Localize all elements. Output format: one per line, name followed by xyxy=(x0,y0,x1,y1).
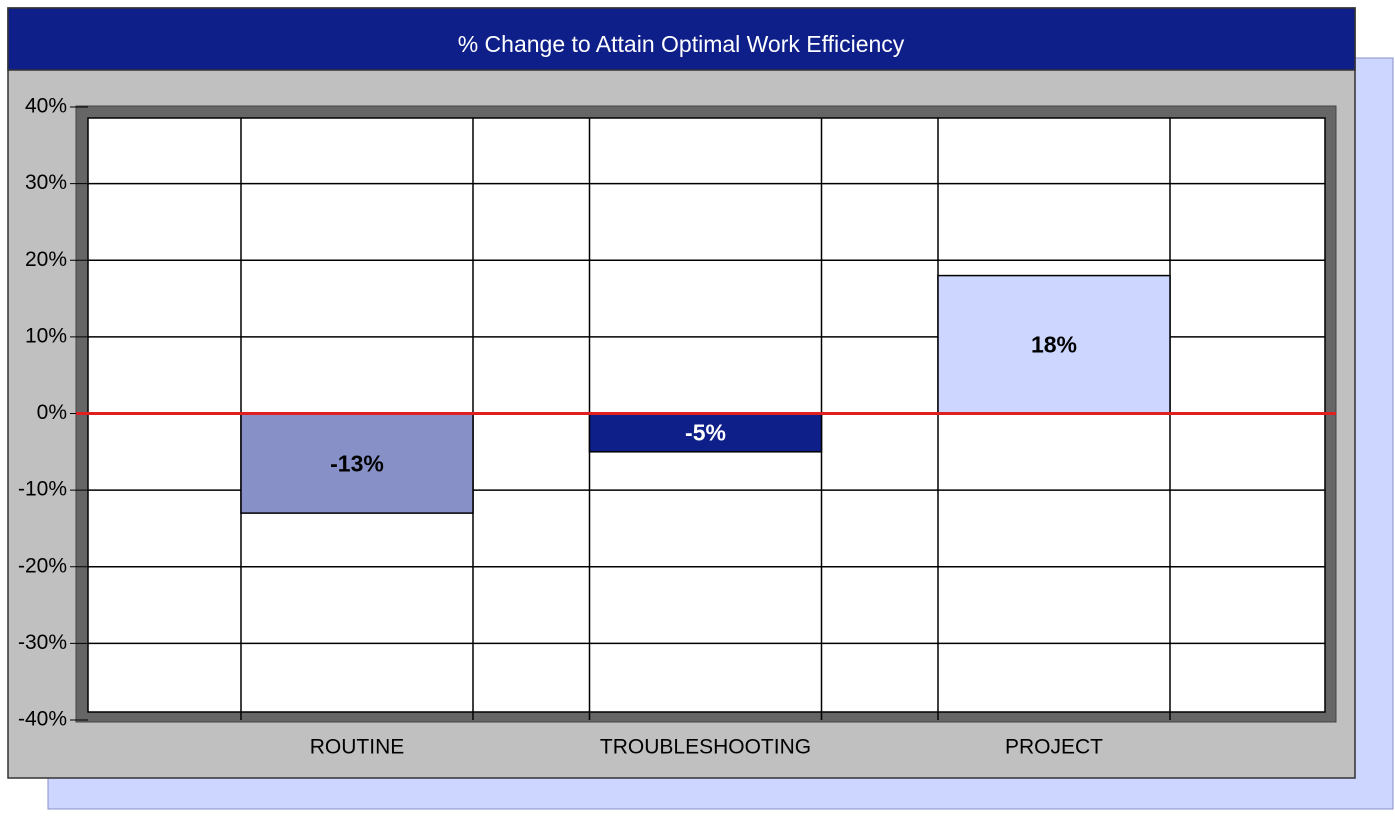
bar xyxy=(240,412,474,514)
bar xyxy=(937,274,1171,415)
y-tick-label: -30% xyxy=(18,631,67,654)
bar xyxy=(588,412,823,453)
y-tick-label: 20% xyxy=(25,248,67,271)
chart-title: % Change to Attain Optimal Work Efficien… xyxy=(458,31,905,57)
y-tick-label: -10% xyxy=(18,478,67,501)
y-tick-label: 10% xyxy=(25,324,67,347)
y-tick-label: -40% xyxy=(18,708,67,731)
x-tick-label: ROUTINE xyxy=(310,736,405,759)
y-tick-label: 0% xyxy=(37,401,67,424)
x-tick-label: PROJECT xyxy=(1005,736,1103,759)
x-tick-label: TROUBLESHOOTING xyxy=(600,736,811,759)
y-tick-label: 40% xyxy=(25,95,67,118)
title-bar xyxy=(7,7,1356,71)
data-label: -13% xyxy=(330,450,384,476)
data-label: -5% xyxy=(685,420,726,446)
data-label: 18% xyxy=(1031,332,1077,358)
y-tick-label: 30% xyxy=(25,171,67,194)
y-tick-label: -20% xyxy=(18,554,67,577)
